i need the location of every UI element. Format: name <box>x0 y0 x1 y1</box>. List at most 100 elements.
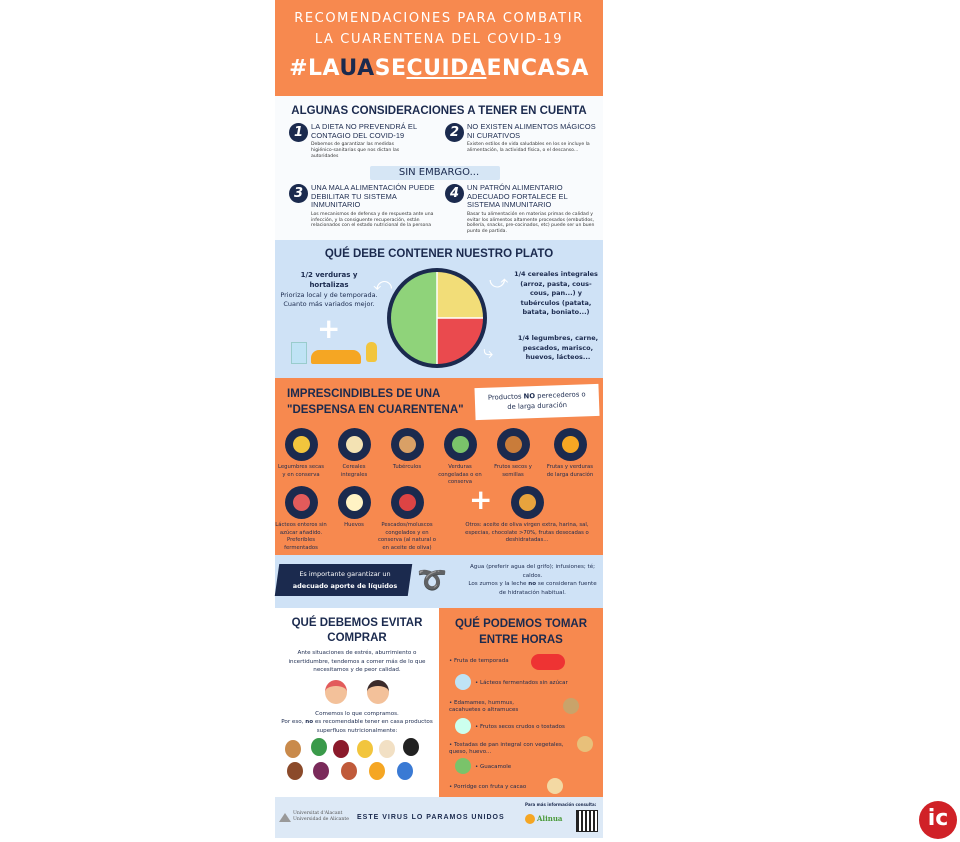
pantry-item-label: Huevos <box>344 522 364 528</box>
university-name: Universitat d'Alacant Universidad de Alic… <box>293 811 349 822</box>
pantry-item-label: Legumbres secas y en conserva <box>277 464 325 478</box>
pantry-item-label: Pescados/moluscos congelados y en conser… <box>377 522 437 551</box>
consideration-1: LA DIETA NO PREVENDRÁ EL CONTAGIO DEL CO… <box>311 122 435 160</box>
half-label: 1/2 verduras y hortalizas <box>300 271 358 289</box>
liquids-section: Es importante garantizar un adecuado apor… <box>274 555 603 608</box>
pantry-item-label: Otros: aceite de oliva virgen extra, har… <box>465 522 589 543</box>
bottle-icon <box>311 738 327 756</box>
snack-item: • Porridge con fruta y cacao <box>449 784 527 790</box>
stressed-face-icon <box>325 679 347 704</box>
hummus-icon <box>563 698 579 714</box>
slogan: ESTE VIRUS LO PARAMOS UNIDOS <box>357 814 505 821</box>
toast-icon <box>577 736 593 752</box>
cookie-icon <box>285 740 301 758</box>
plus-icon: + <box>317 312 341 345</box>
snack-item: • Fruta de temporada <box>449 658 509 664</box>
number-2-badge: 2 <box>445 123 464 142</box>
fruits-icon <box>554 428 587 461</box>
pantry-item-label: Cereales integrales <box>340 464 368 478</box>
juice-icon <box>357 740 373 758</box>
snack-item: • Lácteos fermentados sin azúcar <box>475 680 568 686</box>
qr-code[interactable] <box>576 810 598 832</box>
porridge-icon <box>547 778 563 794</box>
snack-item: • Edamames, hummus, cacahuetes o altramu… <box>449 700 519 713</box>
arrow-right-icon: ⤻ <box>489 272 509 293</box>
quarter2-label: 1/4 legumbres, carne, pescados, marisco,… <box>517 334 599 361</box>
section-title: ALGUNAS CONSIDERACIONES A TENER EN CUENT… <box>291 105 587 117</box>
cereals-icon <box>338 428 371 461</box>
snacks-section: QUÉ PODEMOS TOMAR ENTRE HORAS • Fruta de… <box>439 608 603 797</box>
chips-icon <box>313 762 329 780</box>
hashtag: #LAUASECUIDAENCASA <box>289 56 589 81</box>
cola-icon <box>403 738 419 756</box>
plate-section: QUÉ DEBE CONTENER NUESTRO PLATO 1/2 verd… <box>275 240 603 378</box>
separator: SIN EMBARGO... <box>398 167 480 178</box>
liquids-message: Es importante garantizar un adecuado apor… <box>292 570 398 590</box>
avoid-section: QUÉ DEBEMOS EVITAR COMPRAR Ante situacio… <box>275 608 439 797</box>
donut-icon <box>379 740 395 758</box>
junk-food-icons <box>279 738 435 782</box>
item-text: Existen estilos de vida saludables en lo… <box>467 142 590 153</box>
legumes-icon <box>285 428 318 461</box>
number-1-badge: 1 <box>289 123 308 142</box>
tubers-icon <box>391 428 424 461</box>
nuts-icon <box>497 428 530 461</box>
item-text: Basar tu alimentación en materias primas… <box>467 211 595 235</box>
arrow-left-icon: ⤺ <box>373 274 393 295</box>
number-4-badge: 4 <box>445 184 464 203</box>
alinua-logo-icon <box>525 814 535 824</box>
header: RECOMENDACIONES PARA COMBATIR LA CUARENT… <box>275 0 603 96</box>
guacamole-icon <box>455 758 471 774</box>
section-title: QUÉ DEBE CONTENER NUESTRO PLATO <box>324 248 554 260</box>
plate-half-vegetables <box>391 272 437 364</box>
nuts-bowl-icon <box>455 718 471 734</box>
brush-stroke <box>370 166 500 180</box>
water-glass-icon <box>291 342 307 364</box>
item-text: Debemos de garantizar las medidas higién… <box>311 142 400 159</box>
pantry-item-label: Lácteos enteros sin azúcar añadido. Pref… <box>275 522 327 551</box>
chocolate-icon <box>287 762 303 780</box>
alinua-logo: Alinua <box>537 814 563 823</box>
title-line-2: LA CUARENTENA DEL COVID-19 <box>314 32 564 47</box>
snack-item: • Tostadas de pan integral con vegetales… <box>449 742 564 755</box>
candy-icon <box>397 762 413 780</box>
vegetables-icon <box>444 428 477 461</box>
plus-icon: + <box>469 483 493 516</box>
arrow-down-right-icon: ⤷ <box>483 342 494 363</box>
university-logo-icon <box>279 813 291 822</box>
site-logo[interactable]: ic <box>919 801 957 839</box>
sausage-icon <box>341 762 357 780</box>
section-title: QUÉ DEBEMOS EVITAR COMPRAR <box>291 617 423 644</box>
pantry-item-label: Frutas y verduras de larga duración <box>546 464 594 478</box>
consideration-2: NO EXISTEN ALIMENTOS MÁGICOS NI CURATIVO… <box>467 122 599 154</box>
half-text: Prioriza local y de temporada. Cuanto má… <box>280 291 378 308</box>
more-info-label: Para más información consulta: <box>525 802 597 807</box>
yogurt-icon <box>455 674 471 690</box>
title-line-1: RECOMENDACIONES PARA COMBATIR <box>294 11 584 26</box>
fruits-icon <box>311 350 361 364</box>
non-perishable-note: Productos NO perecederos o de larga dura… <box>474 383 600 421</box>
avoid-text: Ante situaciones de estrés, aburrimiento… <box>288 650 426 673</box>
apple-banana-icon <box>531 654 565 670</box>
pantry-item-label: Tubérculos <box>392 464 422 470</box>
item-title: NO EXISTEN ALIMENTOS MÁGICOS NI CURATIVO… <box>467 122 596 140</box>
snack-item: • Guacamole <box>475 764 512 770</box>
item-title: LA DIETA NO PREVENDRÁ EL CONTAGIO DEL CO… <box>311 122 417 140</box>
avoid-text-2: Comemos lo que compramos. Por eso, no es … <box>281 710 433 734</box>
pantry-section: IMPRESCINDIBLES DE UNA "DESPENSA EN CUARE… <box>275 378 603 555</box>
fish-icon <box>391 486 424 519</box>
faces-row <box>325 679 389 706</box>
swirl-arrow-icon: ➰ <box>417 566 447 594</box>
footer: Universitat d'Alacant Universidad de Alic… <box>275 797 603 838</box>
item-title: UNA MALA ALIMENTACIÓN PUEDE DEBILITAR TU… <box>311 183 435 210</box>
number-3-badge: 3 <box>289 184 308 203</box>
dairy-icon <box>285 486 318 519</box>
infographic: RECOMENDACIONES PARA COMBATIR LA CUARENT… <box>274 0 603 838</box>
item-text: Los mecanismos de defensa y de respuesta… <box>311 211 434 229</box>
pantry-item-label: Verduras congeladas o en conserva <box>438 464 482 485</box>
plate-quarter-proteins <box>437 318 483 364</box>
plate-diagram <box>387 268 487 368</box>
anxious-face-icon <box>367 679 389 704</box>
item-title: UN PATRÓN ALIMENTARIO ADECUADO FORTALECE… <box>467 183 568 210</box>
oil-bottle-icon <box>366 342 377 362</box>
